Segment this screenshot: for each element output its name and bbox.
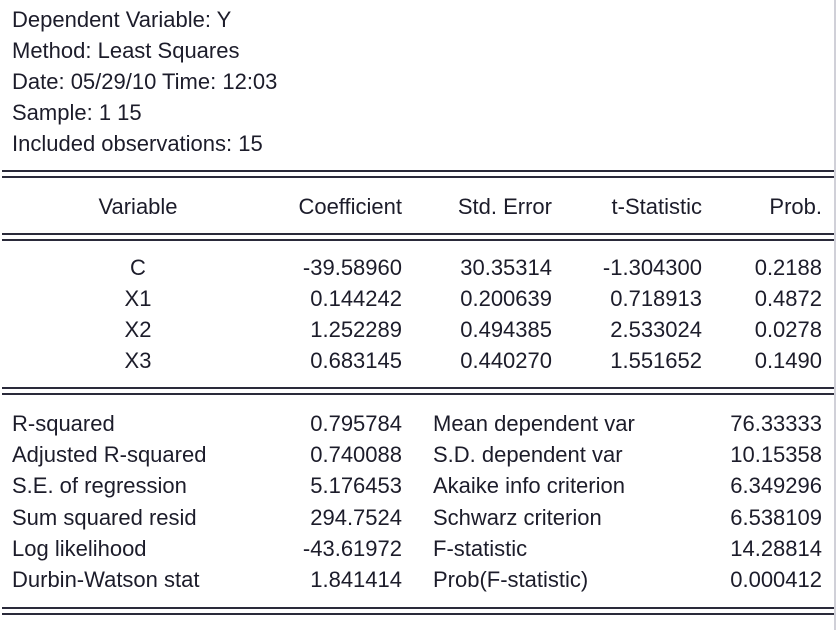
stat-value: 294.7524 <box>310 504 402 530</box>
divider <box>2 387 834 395</box>
t-statistic-value: 2.533024 <box>610 317 702 342</box>
stat-value: 76.33333 <box>730 411 822 436</box>
std-error-value: 0.200639 <box>460 286 552 311</box>
divider <box>2 607 834 615</box>
stat-label: Sum squared resid <box>12 504 197 530</box>
stat-label: Mean dependent var <box>433 411 635 436</box>
stat-value: 0.740088 <box>310 442 402 468</box>
date-time: Date: 05/29/10 Time: 12:03 <box>12 69 278 94</box>
stat-label: S.E. of regression <box>12 473 187 499</box>
col-coefficient: Coefficient <box>298 194 402 219</box>
stat-value: 0.000412 <box>730 567 822 592</box>
col-variable: Variable <box>98 194 178 219</box>
t-statistic-value: -1.304300 <box>602 255 702 280</box>
std-error-value: 0.440270 <box>460 348 552 373</box>
coefficient-value: 1.252289 <box>310 317 402 342</box>
window-border <box>834 0 836 630</box>
stat-label: Akaike info criterion <box>433 473 625 499</box>
coefficient-value: -39.58960 <box>302 255 402 280</box>
t-statistic-value: 0.718913 <box>610 286 702 311</box>
stat-label: Schwarz criterion <box>433 504 602 530</box>
std-error-value: 0.494385 <box>460 317 552 342</box>
stat-value: 6.349296 <box>730 473 822 499</box>
stat-label: R-squared <box>12 411 115 436</box>
divider <box>2 170 834 178</box>
stat-value: 1.841414 <box>310 567 402 592</box>
stat-label: S.D. dependent var <box>433 442 623 468</box>
prob-value: 0.4872 <box>754 286 822 311</box>
t-statistic-value: 1.551652 <box>610 348 702 373</box>
coefficient-value: 0.144242 <box>310 286 402 311</box>
stat-value: 5.176453 <box>310 473 402 499</box>
stat-label: Adjusted R-squared <box>12 442 207 468</box>
stat-label: Durbin-Watson stat <box>12 567 200 592</box>
col-prob: Prob. <box>769 194 822 219</box>
variable-name: X1 <box>124 286 152 311</box>
stat-label: Prob(F-statistic) <box>433 567 589 592</box>
stat-value: 10.15358 <box>730 442 822 468</box>
dependent-variable: Dependent Variable: Y <box>12 7 232 32</box>
col-std-error: Std. Error <box>457 194 552 219</box>
included-observations: Included observations: 15 <box>12 131 263 156</box>
stat-value: 6.538109 <box>730 504 822 530</box>
stat-label: F-statistic <box>433 535 528 561</box>
method: Method: Least Squares <box>12 38 240 63</box>
stat-value: -43.61972 <box>302 535 402 561</box>
stat-label: Log likelihood <box>12 535 147 561</box>
prob-value: 0.0278 <box>754 317 822 342</box>
prob-value: 0.1490 <box>754 348 822 373</box>
variable-name: X3 <box>124 348 152 373</box>
col-t-statistic: t-Statistic <box>611 194 702 219</box>
stat-value: 0.795784 <box>310 411 402 436</box>
divider <box>2 233 834 241</box>
variable-name: C <box>130 255 146 280</box>
stat-value: 14.28814 <box>730 535 822 561</box>
sample: Sample: 1 15 <box>12 100 142 125</box>
variable-name: X2 <box>124 317 152 342</box>
coefficient-value: 0.683145 <box>310 348 402 373</box>
std-error-value: 30.35314 <box>460 255 552 280</box>
prob-value: 0.2188 <box>754 255 822 280</box>
